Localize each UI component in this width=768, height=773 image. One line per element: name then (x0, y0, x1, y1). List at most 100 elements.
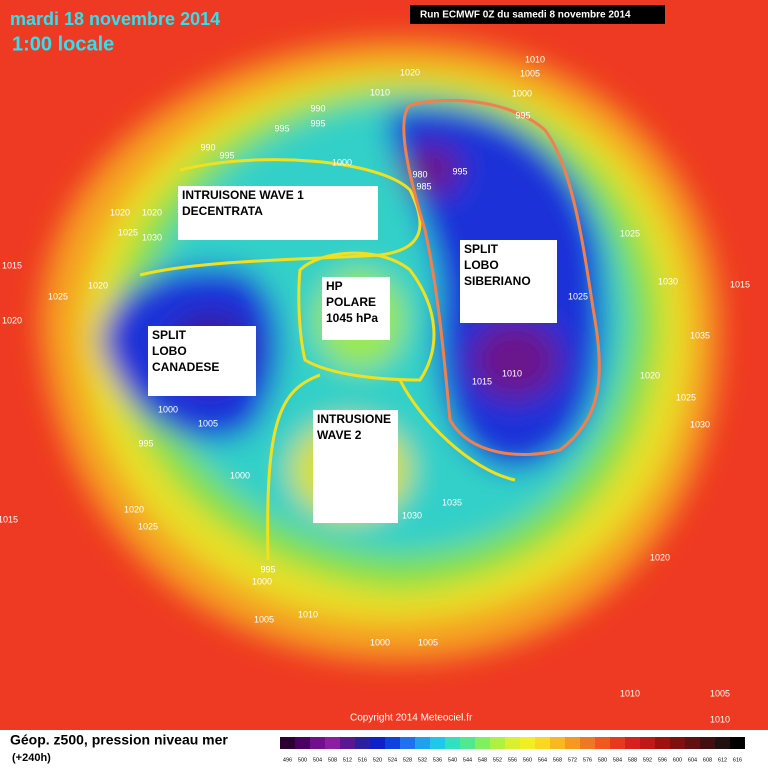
analysis-lines (139, 98, 601, 561)
scale-swatch (430, 737, 445, 749)
scale-swatch (280, 737, 295, 749)
annotation-text: LOBO (464, 258, 499, 272)
scale-label: 572 (568, 757, 577, 763)
annotation-box (460, 240, 557, 323)
scale-swatch (475, 737, 490, 749)
scale-label: 504 (313, 757, 322, 763)
scale-swatch (655, 737, 670, 749)
scale-swatch (355, 737, 370, 749)
scale-swatch (325, 737, 340, 749)
scale-label: 536 (433, 757, 442, 763)
scale-swatch (370, 737, 385, 749)
isobar-label: 1005 (520, 68, 540, 78)
scale-label: 540 (448, 757, 457, 763)
isobar-label: 1000 (230, 470, 250, 480)
annotation-text: LOBO (152, 344, 187, 358)
annotation-text: CANADESE (152, 360, 219, 374)
isobar-label: 1015 (472, 376, 492, 386)
isobar-label: 990 (200, 142, 215, 152)
isobar-label: 1005 (254, 614, 274, 624)
isobar-label: 1000 (512, 88, 532, 98)
isobar-label: 1030 (402, 510, 422, 520)
isobar-label: 1010 (298, 609, 318, 619)
scale-label: 544 (463, 757, 472, 763)
scale-swatch (310, 737, 325, 749)
annotation-text: 1045 hPa (326, 311, 378, 325)
isobar-label: 1000 (158, 404, 178, 414)
annotation-box (178, 186, 378, 240)
scale-label: 560 (523, 757, 532, 763)
scale-label: 496 (283, 757, 292, 763)
scale-label: 588 (628, 757, 637, 763)
title: mardi 18 novembre 2014 (10, 9, 220, 29)
scale-swatch (640, 737, 655, 749)
annotation-text: SPLIT (152, 328, 187, 342)
scale-swatch (730, 737, 745, 749)
isobar-label: 1010 (370, 87, 390, 97)
isobar-label: 1000 (252, 576, 272, 586)
isobar-label: 995 (260, 564, 275, 574)
scale-label: 548 (478, 757, 487, 763)
isobar-label: 1035 (690, 330, 710, 340)
lead-time: (+240h) (12, 752, 51, 764)
isobar-label: 1005 (418, 637, 438, 647)
annotation-box (322, 277, 390, 340)
isobar-label: 995 (452, 166, 467, 176)
isobar-label: 1025 (138, 521, 158, 531)
isobar-label: 1020 (640, 370, 660, 380)
isobar-label: 1025 (568, 291, 588, 301)
scale-swatch (535, 737, 550, 749)
annotation-text: INTRUSIONE (317, 412, 391, 426)
run-info: Run ECMWF 0Z du samedi 8 novembre 2014 (420, 10, 631, 21)
scale-label: 500 (298, 757, 307, 763)
scale-swatch (385, 737, 400, 749)
isobar-label: 995 (138, 438, 153, 448)
scale-label: 592 (643, 757, 652, 763)
annotation-box (313, 410, 398, 523)
isobar-label: 1005 (710, 688, 730, 698)
scale-label: 524 (388, 757, 397, 763)
scale-swatch (715, 737, 730, 749)
scale-label: 580 (598, 757, 607, 763)
isobar-label: 1020 (400, 67, 420, 77)
legend-title: Géop. z500, pression niveau mer (10, 732, 228, 748)
isobar-label: 1020 (650, 552, 670, 562)
copyright: Copyright 2014 Meteociel.fr (350, 713, 473, 724)
annotations: INTRUISONE WAVE 1 DECENTRATA HP POLARE 1045 … (148, 186, 557, 523)
scale-label: 584 (613, 757, 622, 763)
scale-label: 596 (658, 757, 667, 763)
isobar-label: 1010 (710, 714, 730, 724)
scale-label: 552 (493, 757, 502, 763)
annotation-text: SPLIT (464, 242, 499, 256)
isobar-label: 1015 (2, 260, 22, 270)
scale-swatch (505, 737, 520, 749)
isobar-label: 1030 (142, 232, 162, 242)
scale-swatch (565, 737, 580, 749)
isobar-label: 1010 (525, 54, 545, 64)
isobar-label: 1025 (118, 227, 138, 237)
scale-swatch (595, 737, 610, 749)
annotation-text: DECENTRATA (182, 204, 263, 218)
scale-label: 532 (418, 757, 427, 763)
isobar-label: 995 (219, 150, 234, 160)
scale-swatch (550, 737, 565, 749)
isobar-label: 1000 (332, 157, 352, 167)
isobar-label: 1000 (370, 637, 390, 647)
isobar-label: 1010 (502, 368, 522, 378)
scale-swatch (340, 737, 355, 749)
annotation-text: SIBERIANO (464, 274, 531, 288)
annotation-text: POLARE (326, 295, 376, 309)
isobar-label: 1020 (142, 207, 162, 217)
scale-label: 576 (583, 757, 592, 763)
annotation-text: INTRUISONE WAVE 1 (182, 188, 304, 202)
scale-swatch (295, 737, 310, 749)
isobar-label: 980 (412, 169, 427, 179)
scale-swatch (490, 737, 505, 749)
scale-label: 508 (328, 757, 337, 763)
scale-swatch (400, 737, 415, 749)
scale-swatch (685, 737, 700, 749)
annotation-box (148, 326, 256, 396)
scale-label: 612 (718, 757, 727, 763)
isobar-label: 1025 (48, 291, 68, 301)
